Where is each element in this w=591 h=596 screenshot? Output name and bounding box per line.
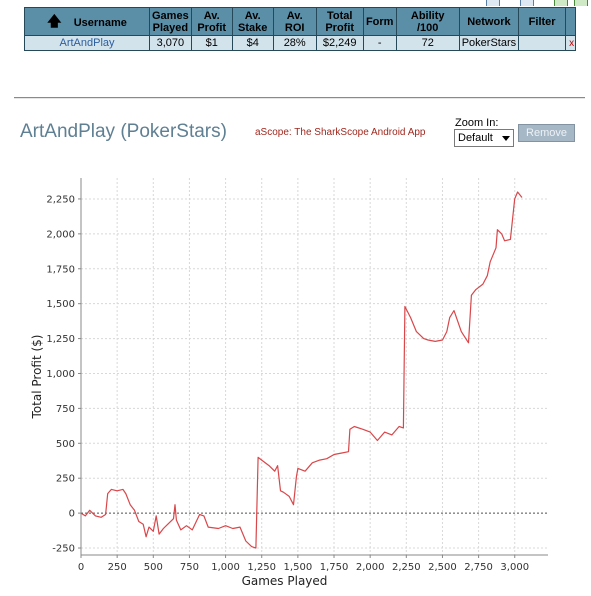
player-title: ArtAndPlay (PokerStars) — [20, 121, 227, 142]
games-played-cell: 3,070 — [149, 35, 192, 51]
y-tick-label: 0 — [69, 509, 75, 520]
ability-cell: 72 — [395, 35, 460, 51]
x-tick-label: 3,000 — [500, 562, 529, 573]
column-header-username[interactable]: 🡅 Username — [24, 7, 150, 36]
x-tick-label: 2,250 — [392, 562, 421, 573]
column-header-remove — [565, 7, 577, 36]
column-header-av-stake[interactable]: Av. Stake — [231, 7, 274, 36]
av-profit-cell: $1 — [190, 35, 233, 51]
y-tick-label: 2,250 — [46, 194, 75, 205]
column-header-total-profit[interactable]: Total Profit — [315, 7, 364, 36]
column-header-ability[interactable]: Ability /100 — [395, 7, 460, 36]
x-axis-label: Games Played — [242, 574, 328, 588]
y-tick-label: 500 — [56, 439, 75, 450]
chevron-down-icon — [502, 136, 510, 141]
x-tick-label: 1,500 — [284, 562, 313, 573]
x-tick-label: 1,250 — [247, 562, 276, 573]
y-tick-label: 1,250 — [46, 334, 75, 345]
section-divider — [14, 97, 585, 99]
refresh-icon[interactable] — [554, 0, 568, 6]
av-roi-cell: 28% — [272, 35, 317, 51]
plot-area — [81, 178, 548, 555]
ascope-promo-link[interactable]: aScope: The SharkScope Android App — [255, 127, 426, 138]
table-header-row: 🡅 Username Games Played Av. Profit Av. S… — [24, 7, 577, 36]
y-tick-label: 1,000 — [46, 369, 75, 380]
network-cell: PokerStars — [458, 35, 520, 51]
x-tick-label: 1,750 — [320, 562, 349, 573]
x-tick-label: 1,000 — [211, 562, 240, 573]
av-stake-cell: $4 — [231, 35, 274, 51]
total-profit-cell: $2,249 — [315, 35, 364, 51]
share-icon[interactable] — [574, 0, 588, 6]
y-tick-label: 2,000 — [46, 229, 75, 240]
x-tick-label: 2,750 — [464, 562, 493, 573]
username-link[interactable]: ArtAndPlay — [24, 35, 150, 51]
sort-up-arrow-icon[interactable]: 🡅 — [47, 12, 62, 29]
export-icon[interactable] — [486, 0, 500, 6]
x-tick-label: 500 — [144, 562, 163, 573]
column-header-games-played[interactable]: Games Played — [149, 7, 192, 36]
x-tick-label: 0 — [78, 562, 84, 573]
y-tick-label: 1,750 — [46, 264, 75, 275]
zoom-label: Zoom In: — [455, 117, 499, 129]
x-tick-label: 2,500 — [428, 562, 457, 573]
x-tick-label: 250 — [108, 562, 127, 573]
column-header-filter[interactable]: Filter — [518, 7, 567, 36]
y-tick-label: 250 — [56, 474, 75, 485]
x-tick-label: 2,000 — [356, 562, 385, 573]
y-axis-label: Total Profit ($) — [30, 335, 44, 420]
filter-cell[interactable] — [518, 35, 567, 51]
remove-button[interactable]: Remove — [518, 124, 575, 142]
table-row: ArtAndPlay 3,070 $1 $4 28% $2,249 - 72 P… — [24, 35, 577, 51]
y-tick-label: -250 — [52, 544, 75, 555]
y-tick-label: 750 — [56, 404, 75, 415]
zoom-select[interactable]: Default — [454, 129, 514, 147]
column-header-av-roi[interactable]: Av. ROI — [272, 7, 317, 36]
series-line — [80, 191, 523, 549]
x-tick-label: 750 — [180, 562, 199, 573]
player-stats-table: 🡅 Username Games Played Av. Profit Av. S… — [24, 7, 577, 51]
column-header-av-profit[interactable]: Av. Profit — [190, 7, 233, 36]
column-header-form[interactable]: Form — [362, 7, 397, 36]
toolbar-icons — [480, 0, 591, 6]
y-tick-label: 1,500 — [46, 299, 75, 310]
save-icon[interactable] — [520, 0, 534, 6]
column-header-network[interactable]: Network — [458, 7, 520, 36]
profit-chart: 0 250 500 750 1,000 1,250 1,500 1,750 2,000 2,250… — [30, 178, 548, 588]
remove-row-icon[interactable]: x — [565, 35, 577, 51]
form-cell: - — [362, 35, 397, 51]
zoom-selected-value: Default — [458, 132, 493, 144]
